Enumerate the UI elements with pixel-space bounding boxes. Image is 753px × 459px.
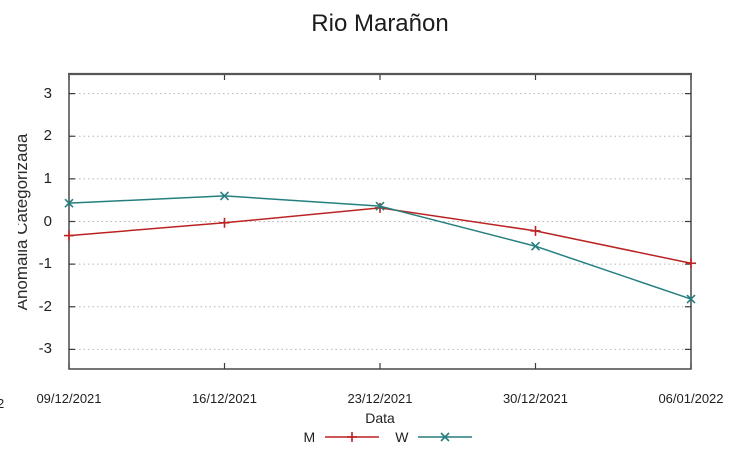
- y-tick-label: 3: [43, 84, 52, 102]
- marker-cross-W: [64, 198, 74, 208]
- marker-plus-M: [219, 217, 230, 228]
- y-tick-label: -2: [38, 297, 52, 315]
- y-tick-label: 1: [43, 169, 52, 187]
- chart-title: Rio Marañon: [311, 10, 449, 37]
- marker-plus-M: [375, 202, 385, 213]
- legend-sample-M: [325, 432, 380, 442]
- x-tick-label: 30/12/2021: [502, 391, 569, 406]
- x-axis-label: Data: [365, 410, 395, 426]
- legend-sample-W: [418, 432, 473, 442]
- marker-cross-W: [530, 241, 541, 251]
- legend-label-W: W: [395, 429, 409, 445]
- marker-cross-W: [375, 201, 385, 211]
- marker-cross-W: [219, 191, 230, 201]
- series-line-M: [68, 207, 692, 265]
- marker-plus-M: [686, 258, 696, 269]
- x-tick-label: 09/12/2021: [36, 391, 102, 406]
- x-tick-label: 23/12/2021: [347, 391, 413, 406]
- clipped-tick-fragment: 2: [0, 396, 5, 411]
- legend-label-M: M: [303, 429, 316, 445]
- marker-plus-M: [64, 230, 74, 241]
- y-tick-label: 0: [43, 212, 52, 230]
- marker-cross-W: [686, 294, 696, 304]
- x-tick-label: 06/01/2022: [658, 391, 724, 406]
- y-tick-label: -1: [38, 255, 52, 273]
- y-tick-label: 2: [43, 127, 52, 145]
- x-tick-label: 16/12/2021: [191, 391, 258, 406]
- marker-plus-M: [530, 225, 541, 236]
- y-tick-label: -3: [38, 340, 52, 358]
